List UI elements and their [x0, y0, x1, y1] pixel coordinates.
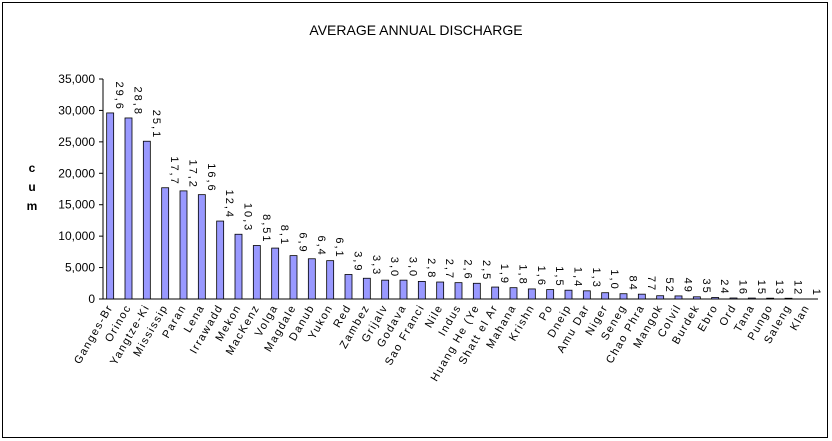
data-label: 16,6	[205, 163, 217, 192]
y-tick-label: 35,000	[58, 72, 95, 86]
bar	[729, 297, 738, 300]
bar	[454, 282, 463, 300]
bar	[399, 279, 408, 300]
bar	[784, 297, 793, 300]
bar	[656, 295, 665, 300]
data-label: 17,7	[168, 156, 180, 185]
bars	[106, 112, 811, 300]
bar	[326, 260, 335, 300]
data-label: 35	[700, 279, 712, 295]
data-label: 1,4	[572, 267, 584, 288]
data-label: 1,9	[498, 264, 510, 285]
bar	[179, 190, 188, 300]
data-label: 1,6	[535, 266, 547, 287]
data-label: 17,2	[187, 159, 199, 188]
y-axis-label: cum	[27, 161, 40, 213]
bar	[197, 194, 206, 300]
data-label: 12,4	[223, 190, 235, 219]
data-label: 3,9	[352, 251, 364, 272]
data-label: 2,5	[480, 260, 492, 281]
data-label: 3,3	[370, 255, 382, 276]
chart-title: AVERAGE ANNUAL DISCHARGE	[309, 22, 522, 38]
bar	[637, 293, 646, 300]
data-label: 24	[718, 279, 730, 295]
bar	[491, 286, 500, 300]
data-label: 29,6	[113, 82, 125, 111]
bar	[289, 255, 298, 300]
data-label: 15	[755, 280, 767, 296]
data-label: 1,3	[590, 268, 602, 289]
data-label: 25,1	[150, 110, 162, 139]
data-label: 1	[810, 289, 822, 297]
data-label: 28,8	[132, 87, 144, 116]
data-label: 6,9	[297, 232, 309, 253]
data-label: 1,8	[517, 264, 529, 285]
bar	[619, 293, 628, 300]
bar	[692, 296, 701, 300]
bar	[472, 282, 481, 300]
bar	[747, 297, 756, 300]
data-label: 1,5	[553, 266, 565, 287]
bar	[582, 290, 591, 300]
data-label: 12	[792, 280, 804, 296]
bar	[124, 117, 133, 300]
data-label: 13	[773, 280, 785, 296]
y-tick-label: 20,000	[58, 166, 95, 180]
y-tick-label: 15,000	[58, 198, 95, 212]
bar	[344, 274, 353, 300]
bar	[271, 247, 280, 300]
bar	[509, 287, 518, 300]
bar	[161, 187, 170, 300]
bar	[766, 297, 775, 300]
y-tick-label: 0	[88, 292, 95, 306]
data-label: 2,8	[425, 258, 437, 279]
data-label: 84	[627, 275, 639, 291]
bar	[307, 258, 316, 300]
bar	[234, 233, 243, 300]
data-label: 2,6	[462, 259, 474, 280]
data-label: 77	[645, 276, 657, 292]
category-label: Klan	[788, 303, 812, 333]
bar	[711, 297, 720, 300]
bar	[106, 112, 115, 300]
data-label: 49	[682, 278, 694, 294]
y-ticks: 0 5,000 10,000 15,000 20,000 25,000 30,000 35,0…	[58, 72, 103, 306]
data-label: 52	[663, 277, 675, 293]
bar	[417, 280, 426, 300]
bar	[674, 295, 683, 300]
y-tick-label: 5,000	[65, 261, 95, 275]
y-axis-label-char: m	[27, 199, 40, 213]
data-label: 10,3	[242, 203, 254, 232]
bar	[546, 289, 555, 300]
data-labels: 29,6 28,8 25,1 17,7 17,2 16,6 12,4 10,3 8,51 8,1 6…	[113, 82, 822, 297]
bar	[381, 279, 390, 300]
data-label: 16	[737, 280, 749, 296]
bar	[252, 245, 261, 300]
y-tick-label: 30,000	[58, 103, 95, 117]
y-axis-label-char: c	[29, 161, 38, 175]
bar	[436, 281, 445, 300]
y-tick-label: 25,000	[58, 135, 95, 149]
data-label: 1,0	[608, 269, 620, 290]
data-label: 3,0	[388, 257, 400, 278]
bar	[601, 292, 610, 300]
y-tick-label: 10,000	[58, 229, 95, 243]
data-label: 6,4	[315, 235, 327, 256]
data-label: 6,1	[333, 237, 345, 258]
bar	[216, 220, 225, 300]
data-label: 3,0	[407, 257, 419, 278]
data-label: 8,1	[278, 225, 290, 246]
bar	[142, 140, 151, 300]
category-labels: Ganges-BrOrinocYangtze-KiMississipParanL…	[72, 303, 812, 384]
bar	[362, 277, 371, 300]
data-label: 2,7	[443, 259, 455, 280]
data-label: 8,51	[260, 214, 272, 243]
y-axis-label-char: u	[28, 180, 37, 194]
bar	[564, 289, 573, 300]
bar	[527, 288, 536, 300]
